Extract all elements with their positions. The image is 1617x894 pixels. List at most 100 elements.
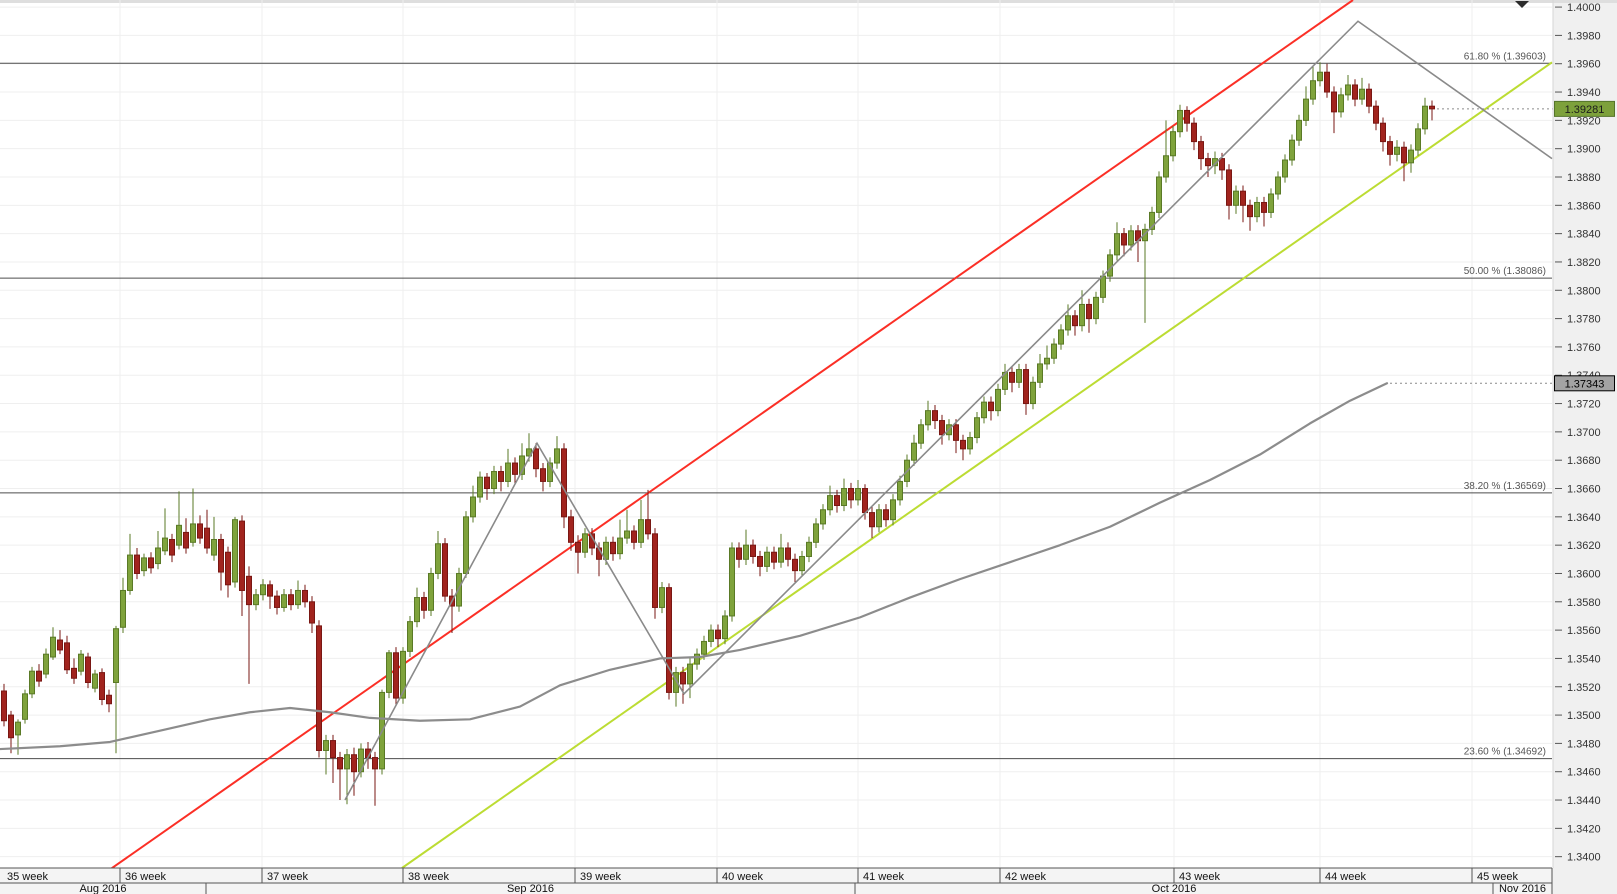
candle [1380, 117, 1386, 152]
candle [1429, 100, 1435, 121]
candle [120, 577, 126, 633]
candle [1289, 134, 1295, 166]
candle [309, 596, 315, 633]
svg-text:1.3880: 1.3880 [1567, 172, 1601, 184]
candle [715, 624, 721, 648]
candle [610, 536, 616, 561]
candle [1331, 86, 1337, 134]
svg-text:1.3460: 1.3460 [1567, 767, 1601, 779]
candle [925, 400, 931, 431]
current-price-tag: 1.39281 [1554, 100, 1615, 117]
candle [799, 550, 805, 577]
candle [883, 504, 889, 527]
svg-text:1.4000: 1.4000 [1567, 2, 1601, 14]
svg-text:1.37343: 1.37343 [1565, 378, 1605, 390]
candle [351, 747, 357, 796]
svg-text:38 week: 38 week [408, 871, 449, 883]
candle [463, 511, 469, 578]
candle [239, 515, 245, 616]
week-axis[interactable]: 35 week 36 week 37 week 38 week 39 week 40 we… [0, 867, 1552, 883]
candle [1044, 345, 1050, 370]
svg-text:1.3500: 1.3500 [1567, 710, 1601, 722]
candle [617, 519, 623, 560]
candle [1324, 63, 1330, 98]
candle [211, 516, 217, 561]
candle [533, 443, 539, 478]
svg-text:45 week: 45 week [1477, 871, 1518, 883]
candle [372, 751, 378, 806]
candle [1086, 298, 1092, 333]
candle [260, 579, 266, 601]
candle [1184, 106, 1190, 132]
candle [400, 647, 406, 704]
candle [624, 509, 630, 544]
candle [470, 485, 476, 523]
svg-text:1.3540: 1.3540 [1567, 653, 1601, 665]
candle [505, 448, 511, 488]
candle [141, 553, 147, 577]
candle [253, 589, 259, 611]
candle [575, 535, 581, 574]
candle [785, 542, 791, 567]
candle [169, 533, 175, 563]
candle [1338, 87, 1344, 118]
candle [680, 666, 686, 704]
candle [204, 509, 210, 554]
candle [967, 431, 973, 455]
candle [1114, 222, 1120, 261]
candle [1226, 164, 1232, 220]
candle [57, 630, 63, 655]
moving-average-line[interactable] [0, 382, 1389, 751]
candle [1296, 114, 1302, 146]
channel-trendline-green[interactable] [401, 61, 1553, 869]
svg-text:23.60 % (1.34692): 23.60 % (1.34692) [1464, 747, 1546, 758]
candle [687, 658, 693, 699]
candle [134, 547, 140, 580]
candle [302, 584, 308, 608]
ascending-trendline-red[interactable] [107, 0, 1354, 872]
candle [435, 530, 441, 580]
svg-text:1.3520: 1.3520 [1567, 682, 1601, 694]
fib-retracement-levels[interactable]: 61.80 % (1.39603) 50.00 % (1.38086) 38.20 … [0, 51, 1552, 760]
candle [540, 463, 546, 492]
candle [106, 689, 112, 713]
candle [855, 480, 861, 506]
candle [1254, 196, 1260, 223]
svg-text:1.3940: 1.3940 [1567, 87, 1601, 99]
svg-text:1.3560: 1.3560 [1567, 625, 1601, 637]
candle [498, 465, 504, 492]
month-axis[interactable]: Aug 2016 Sep 2016 Oct 2016 Nov 2016 [0, 868, 1553, 894]
candle [407, 615, 413, 658]
candle [778, 533, 784, 568]
candle [729, 542, 735, 622]
candle [190, 488, 196, 547]
svg-text:50.00 % (1.38086): 50.00 % (1.38086) [1464, 266, 1546, 277]
candle [757, 550, 763, 577]
zigzag-line[interactable] [344, 20, 1553, 801]
svg-text:43 week: 43 week [1179, 871, 1220, 883]
candle [631, 525, 637, 550]
candle [988, 396, 994, 421]
candle [764, 546, 770, 573]
candle [421, 591, 427, 619]
candle [1009, 366, 1015, 393]
candle [232, 516, 238, 588]
candle [1261, 196, 1267, 227]
candle [477, 471, 483, 503]
candle [897, 475, 903, 506]
latest-marker-icon[interactable] [1515, 1, 1529, 8]
candle [1352, 79, 1358, 107]
candle [1163, 120, 1169, 183]
candle [1345, 75, 1351, 101]
candle [288, 589, 294, 611]
candle [834, 489, 840, 513]
candle [722, 610, 728, 645]
candle [127, 533, 133, 595]
candle [981, 396, 987, 424]
candle [1121, 227, 1127, 257]
svg-text:1.3900: 1.3900 [1567, 144, 1601, 156]
candle [1156, 171, 1162, 219]
